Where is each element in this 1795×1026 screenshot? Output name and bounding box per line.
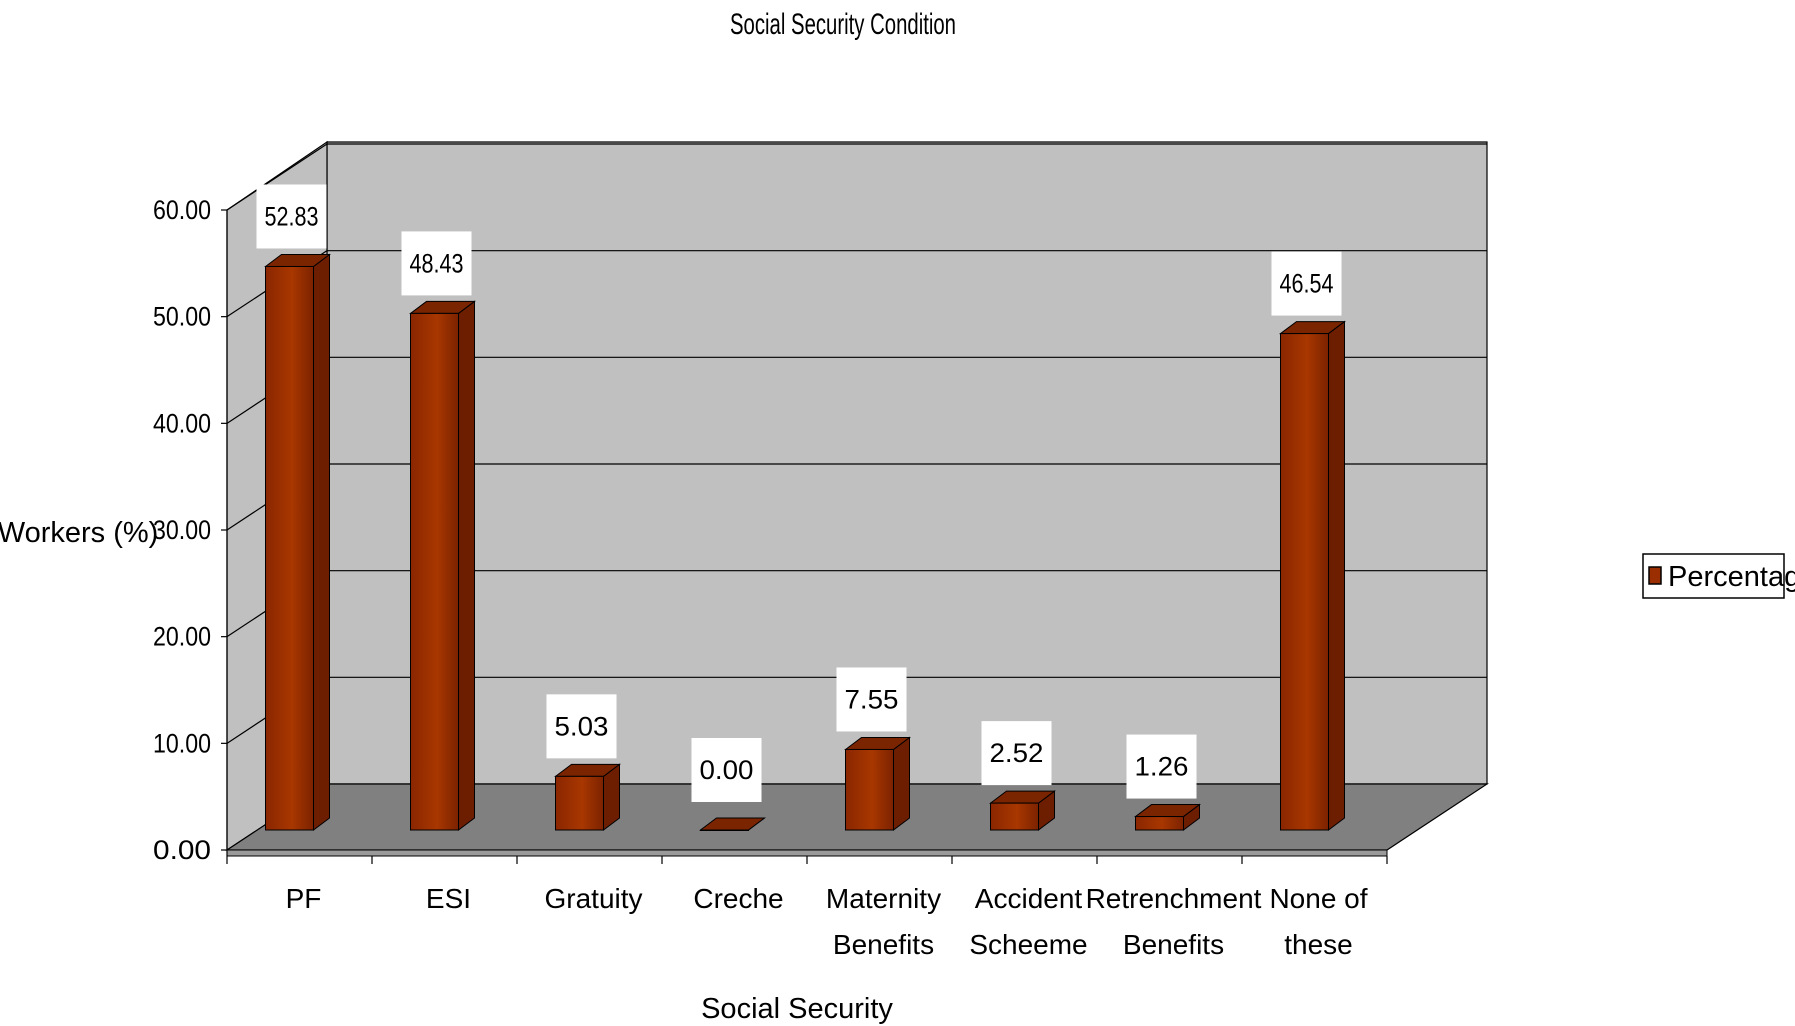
bar-front [845, 748, 894, 831]
x-category-label: Accident [975, 883, 1083, 914]
data-label: 52.83 [265, 201, 319, 231]
x-axis-title: Social Security [701, 993, 893, 1025]
bar [1279, 320, 1346, 831]
bar-side [1328, 320, 1345, 831]
y-tick-label: 30.00 [153, 515, 211, 545]
x-category-label: Benefits [833, 929, 934, 960]
bar-front [1135, 816, 1184, 831]
y-tick-label: 40.00 [153, 408, 211, 438]
legend-box [1642, 553, 1785, 599]
x-category-label: ESI [426, 883, 471, 914]
data-label-box [1126, 734, 1197, 799]
x-category-label: PF [286, 883, 322, 914]
bar [264, 253, 331, 831]
data-label-box [836, 667, 907, 732]
data-label-box [1271, 251, 1342, 316]
legend-swatch [1648, 566, 1662, 585]
bar [699, 817, 766, 831]
bar [844, 736, 911, 831]
data-label-box [256, 184, 327, 249]
y-tick-label: 60.00 [153, 195, 211, 225]
data-label-box [401, 231, 472, 296]
bar [554, 763, 621, 831]
x-category-label: None of [1269, 883, 1367, 914]
legend: Percentage [1642, 553, 1795, 599]
bar [409, 300, 476, 831]
x-category-label: Benefits [1123, 929, 1224, 960]
x-category-label: Maternity [826, 883, 941, 914]
x-category-label: Retrenchment [1086, 883, 1262, 914]
bar-side [893, 736, 910, 831]
data-label: 46.54 [1280, 269, 1334, 299]
bar-front [990, 802, 1039, 831]
data-label-box [981, 721, 1052, 786]
bar-front [265, 265, 314, 831]
x-category-label: Gratuity [544, 883, 642, 914]
x-category-label: Scheeme [969, 929, 1087, 960]
bar-front [410, 312, 459, 831]
y-tick-label: 0.00 [153, 835, 211, 865]
floor-edge [226, 849, 1388, 857]
legend-label: Percentage [1668, 561, 1795, 593]
bar-front [555, 775, 604, 831]
bar [989, 790, 1056, 831]
data-label: 1.26 [1135, 752, 1189, 782]
gridline-side [226, 143, 328, 211]
chart-title: Social Security Condition [730, 8, 956, 41]
bars-layer [264, 253, 1346, 831]
text-layer: Social Security Condition Workers (%) So… [0, 8, 1368, 1025]
bar-front [1280, 333, 1329, 831]
bar-side [458, 300, 475, 831]
bar-front [700, 829, 749, 831]
bar [1134, 803, 1201, 831]
data-label: 7.55 [845, 684, 899, 714]
y-tick-label: 20.00 [153, 622, 211, 652]
bar-side [313, 253, 330, 831]
data-label: 2.52 [990, 738, 1044, 768]
y-axis-title: Workers (%) [0, 517, 158, 549]
data-label: 48.43 [410, 248, 464, 278]
y-tick-label: 50.00 [153, 302, 211, 332]
x-category-label: Creche [693, 883, 783, 914]
data-label: 5.03 [555, 711, 609, 741]
data-label-box [546, 694, 617, 759]
data-label-box [691, 738, 762, 802]
x-category-label: these [1284, 929, 1353, 960]
data-label: 0.00 [700, 755, 754, 785]
y-tick-label: 10.00 [153, 728, 211, 758]
